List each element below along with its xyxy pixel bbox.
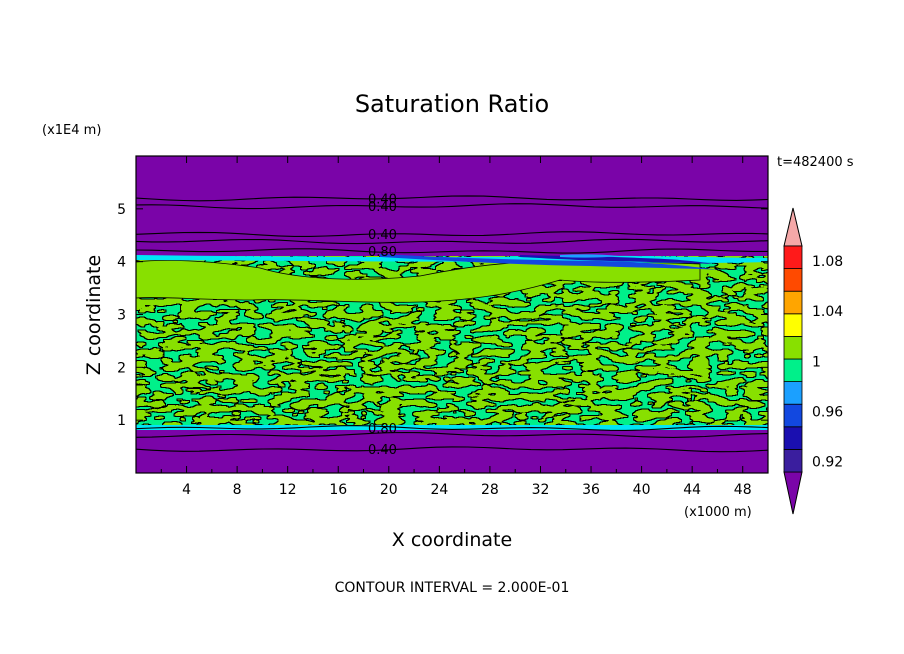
x-tick-label: 20 — [380, 482, 398, 498]
colorbar-over-arrow — [783, 207, 803, 247]
x-tick-label: 36 — [582, 482, 600, 498]
contour-label: 0.40 — [368, 192, 397, 207]
x-unit-label: (x1000 m) — [684, 505, 752, 520]
x-axis: 4 8 12 16 20 24 28 32 36 40 44 48 — [160, 156, 752, 498]
contour-label: 0.40 — [368, 443, 397, 458]
contour-line — [136, 195, 768, 202]
x-tick-label: 48 — [734, 482, 752, 498]
colorbar-segment — [783, 290, 803, 315]
y-tick-label: 4 — [117, 255, 126, 271]
colorbar-segment — [783, 335, 803, 360]
contour-interval-footer: CONTOUR INTERVAL = 2.000E-01 — [335, 580, 570, 596]
x-tick-label: 40 — [633, 482, 651, 498]
colorbar: 0.92 0.96 1 1.04 1.08 — [783, 207, 843, 515]
contour-label: 0.40 — [368, 228, 397, 243]
contour-lines — [136, 195, 768, 453]
contour-line — [136, 431, 768, 438]
x-tick-label: 28 — [481, 482, 499, 498]
colorbar-segment — [783, 313, 803, 337]
colorbar-segment — [783, 403, 803, 428]
cloud-base-band — [136, 425, 768, 430]
contour-label: 0.80 — [368, 245, 397, 260]
colorbar-segment — [783, 448, 803, 473]
colorbar-tick-label: 0.92 — [812, 455, 843, 471]
x-tick-label: 16 — [329, 482, 347, 498]
y-tick-label: 1 — [117, 413, 126, 429]
time-label: t=482400 s — [777, 155, 854, 170]
colorbar-segment — [783, 381, 803, 405]
y-axis-label: Z coordinate — [83, 255, 105, 375]
colorbar-segment — [783, 426, 803, 450]
contour-line — [136, 238, 768, 245]
x-tick-label: 12 — [279, 482, 297, 498]
contour-label: 0.40 — [368, 200, 397, 215]
colorbar-tick-label: 0.96 — [812, 404, 843, 420]
x-tick-label: 32 — [532, 482, 550, 498]
y-axis: 1 2 3 4 5 — [117, 202, 768, 429]
y-tick-label: 2 — [117, 360, 126, 376]
contour-line — [136, 425, 768, 431]
inversion-band-blue — [380, 254, 720, 270]
chart-title: Saturation Ratio — [355, 90, 549, 118]
y-unit-label: (x1E4 m) — [42, 123, 101, 138]
plot-area — [136, 156, 768, 473]
colorbar-tick-label: 1.08 — [812, 254, 843, 270]
colorbar-segment — [783, 245, 803, 270]
colorbar-tick-label: 1.04 — [812, 304, 843, 320]
contour-label: 0.80 — [368, 422, 397, 437]
contour-line — [136, 231, 768, 237]
x-tick-label: 44 — [683, 482, 701, 498]
y-tick-label: 3 — [117, 308, 126, 324]
y-tick-label: 5 — [117, 202, 126, 218]
colorbar-tick-label: 1 — [812, 354, 821, 370]
x-axis-label: X coordinate — [392, 529, 512, 551]
colorbar-under-arrow — [783, 471, 803, 515]
contour-line — [136, 446, 768, 453]
contour-labels: 0.400.800.800.400.400.40 — [368, 192, 397, 458]
contour-line — [136, 203, 768, 210]
upper-patch — [136, 260, 701, 303]
x-tick-label: 8 — [233, 482, 242, 498]
colorbar-segment — [783, 358, 803, 383]
colorbar-segment — [783, 268, 803, 292]
x-tick-label: 4 — [182, 482, 191, 498]
x-tick-label: 24 — [430, 482, 448, 498]
inversion-band-lightblue — [560, 254, 620, 258]
contour-line — [136, 248, 768, 254]
